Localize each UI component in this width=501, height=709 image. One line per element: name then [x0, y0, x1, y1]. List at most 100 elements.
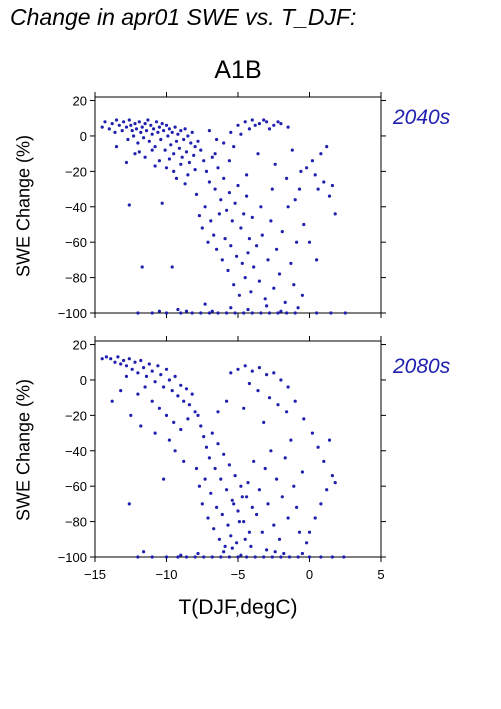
data-point — [147, 139, 151, 143]
data-point — [290, 148, 294, 152]
data-point — [202, 555, 206, 559]
data-point — [275, 477, 279, 481]
data-point — [203, 302, 207, 306]
data-point — [310, 159, 314, 163]
data-point — [259, 311, 263, 315]
data-point — [223, 237, 227, 241]
x-tick-label: −15 — [84, 567, 106, 582]
data-point — [150, 311, 154, 315]
data-point — [230, 498, 234, 502]
data-point — [253, 555, 257, 559]
data-point — [225, 208, 229, 212]
data-point — [176, 394, 180, 398]
data-point — [247, 127, 251, 131]
data-point — [200, 226, 204, 230]
data-point — [279, 309, 283, 313]
data-point — [215, 137, 219, 142]
data-point — [260, 233, 264, 237]
data-point — [127, 357, 131, 361]
data-point — [179, 427, 183, 432]
data-point — [307, 530, 312, 534]
data-point — [212, 233, 216, 237]
data-point — [157, 406, 161, 410]
data-point — [156, 364, 160, 368]
data-point — [247, 381, 251, 386]
data-point — [130, 129, 134, 133]
data-point — [240, 495, 244, 499]
data-point — [280, 230, 284, 234]
data-point — [327, 194, 332, 198]
data-point — [204, 445, 209, 449]
data-point — [179, 162, 183, 166]
data-point — [187, 160, 191, 165]
data-point — [124, 374, 129, 378]
data-point — [282, 551, 286, 556]
data-point — [289, 438, 293, 442]
data-point — [156, 130, 160, 134]
data-point — [173, 374, 177, 378]
data-point — [136, 311, 140, 315]
data-point — [243, 537, 247, 541]
data-point — [262, 420, 266, 424]
data-point — [207, 311, 211, 315]
data-point — [183, 127, 187, 131]
data-point — [179, 553, 183, 557]
data-point — [127, 203, 131, 207]
data-point — [322, 459, 326, 463]
data-point — [203, 477, 207, 481]
data-point — [249, 290, 253, 294]
data-point — [242, 520, 246, 524]
data-point — [130, 367, 134, 371]
data-point — [319, 152, 323, 156]
data-point — [167, 438, 171, 442]
data-point — [194, 466, 199, 471]
data-point — [247, 530, 251, 534]
data-point — [126, 137, 130, 142]
data-point — [272, 523, 276, 527]
data-point — [265, 120, 269, 124]
data-point — [246, 481, 250, 485]
data-point — [267, 311, 272, 315]
data-point — [153, 145, 157, 149]
data-point — [166, 134, 170, 138]
data-point — [100, 357, 104, 361]
data-point — [184, 387, 189, 391]
data-point — [342, 555, 346, 559]
data-point — [247, 237, 251, 241]
data-point — [325, 488, 329, 492]
data-point — [250, 369, 254, 373]
data-point — [239, 484, 243, 488]
data-point — [129, 413, 133, 417]
data-point — [220, 258, 224, 262]
data-point — [273, 550, 277, 554]
data-point — [200, 502, 204, 506]
data-point — [217, 537, 221, 541]
data-point — [245, 495, 249, 499]
y-tick-label: 0 — [80, 129, 87, 144]
data-point — [302, 222, 306, 227]
data-point — [199, 311, 203, 315]
data-point — [164, 413, 169, 417]
data-point — [176, 307, 180, 312]
data-point — [330, 555, 334, 559]
data-point — [220, 512, 224, 517]
data-point — [259, 205, 263, 209]
data-point — [266, 258, 270, 262]
data-point — [233, 201, 237, 205]
data-point — [183, 182, 187, 186]
data-point — [280, 495, 284, 499]
data-point — [232, 502, 236, 506]
data-point — [242, 406, 246, 410]
data-point — [239, 553, 243, 557]
y-tick-label: 20 — [73, 338, 87, 353]
data-point — [325, 145, 329, 149]
data-point — [225, 311, 229, 315]
data-point — [113, 130, 117, 134]
data-point — [190, 311, 194, 315]
data-point — [305, 166, 309, 170]
data-point — [315, 311, 319, 315]
data-point — [157, 159, 161, 163]
data-point — [217, 212, 221, 216]
data-point — [227, 463, 231, 467]
data-point — [242, 311, 246, 315]
